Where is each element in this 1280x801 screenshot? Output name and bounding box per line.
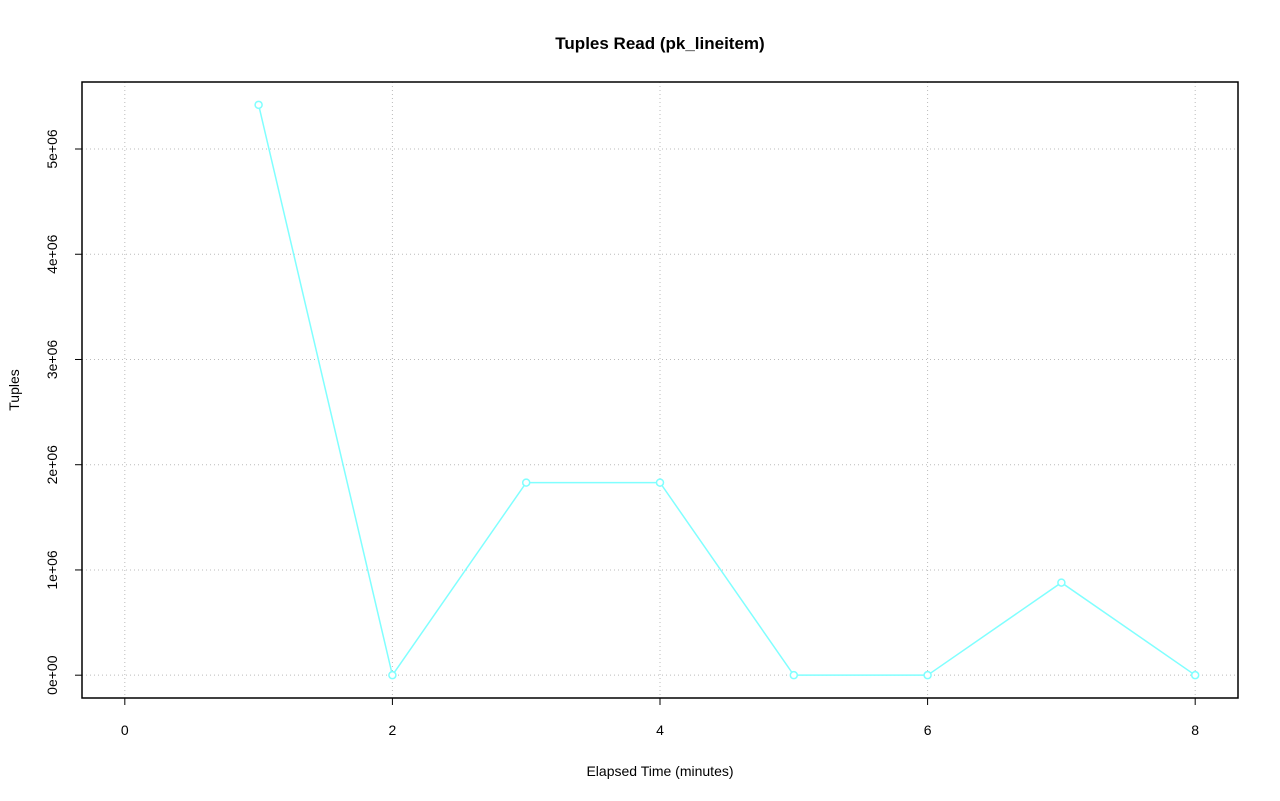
y-tick-label: 5e+06 [44, 129, 60, 169]
data-point [655, 478, 665, 487]
data-point [521, 478, 531, 487]
data-point [388, 670, 397, 680]
y-tick-label: 0e+00 [44, 655, 60, 695]
data-point [254, 100, 263, 110]
x-tick-label: 2 [389, 722, 397, 738]
x-tick-label: 6 [924, 722, 932, 738]
data-point [1057, 578, 1066, 587]
x-axis-label: Elapsed Time (minutes) [586, 763, 733, 779]
plot-frame [81, 81, 1239, 699]
data-point [789, 670, 799, 680]
y-tick-label: 3e+06 [44, 340, 60, 380]
y-axis-label: Tuples [6, 369, 22, 411]
data-point [923, 670, 932, 680]
chart-title: Tuples Read (pk_lineitem) [555, 34, 764, 53]
data-line [257, 104, 1196, 677]
y-tick-label: 4e+06 [44, 234, 60, 274]
x-tick-label: 8 [1191, 722, 1199, 738]
data-point [1190, 670, 1200, 680]
x-tick-label: 0 [121, 722, 129, 738]
y-tick-label: 1e+06 [44, 550, 60, 590]
y-tick-label: 2e+06 [44, 445, 60, 485]
x-tick-label: 4 [656, 722, 664, 738]
